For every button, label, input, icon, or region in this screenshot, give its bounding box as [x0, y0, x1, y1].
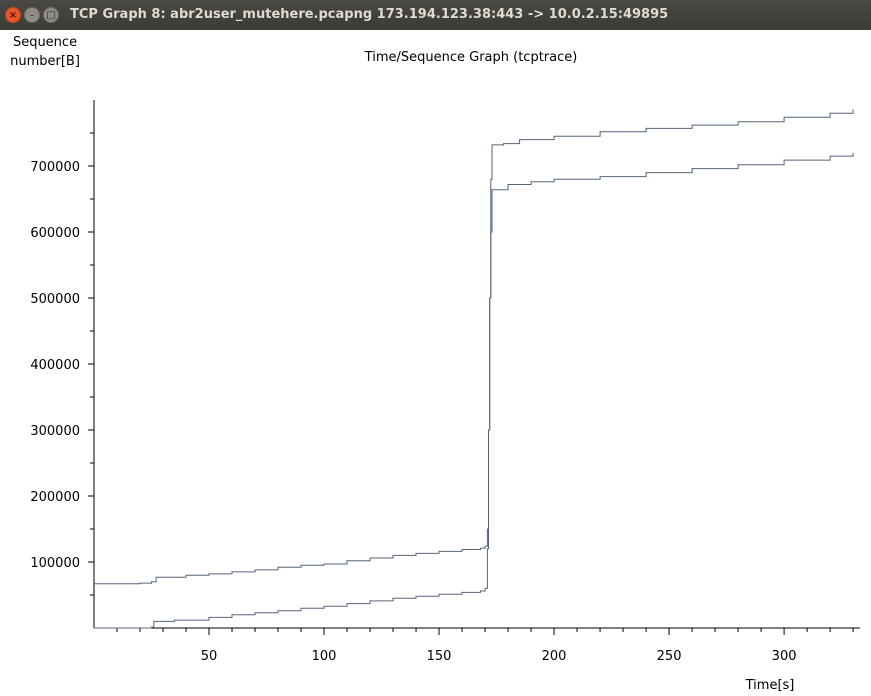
x-tick-label: 250 [657, 649, 682, 664]
chart-title: Time/Sequence Graph (tcptrace) [364, 50, 578, 65]
window-titlebar: × – □ TCP Graph 8: abr2user_mutehere.pca… [0, 0, 871, 30]
y-tick-label: 200000 [30, 490, 80, 505]
x-tick-label: 100 [312, 649, 337, 664]
series-line-1 [94, 109, 854, 585]
y-tick-label: 400000 [30, 358, 80, 373]
x-tick-label: 300 [772, 649, 797, 664]
x-axis-label: Time[s] [745, 678, 795, 692]
y-tick-label: 700000 [30, 160, 80, 175]
maximize-icon[interactable]: □ [43, 7, 59, 23]
minimize-icon[interactable]: – [24, 7, 40, 23]
x-tick-label: 200 [542, 649, 567, 664]
x-tick-label: 50 [201, 649, 218, 664]
y-axis-label-line2: number[B] [10, 54, 80, 69]
y-axis-ticks: 100000 200000 300000 400000 500000 600000 7000… [30, 132, 94, 596]
y-tick-label: 100000 [30, 556, 80, 571]
close-icon[interactable]: × [5, 7, 21, 23]
graph-area[interactable]: Sequence number[B] Time/Sequence Graph (… [0, 30, 871, 693]
window-title: TCP Graph 8: abr2user_mutehere.pcapng 17… [70, 7, 669, 22]
y-axis-label-line1: Sequence [13, 35, 77, 50]
y-tick-label: 500000 [30, 292, 80, 307]
tcp-sequence-chart[interactable]: Sequence number[B] Time/Sequence Graph (… [0, 30, 871, 693]
series-line-2 [94, 152, 854, 629]
y-tick-label: 600000 [30, 226, 80, 241]
x-axis-ticks: 50 100 150 200 250 300 [116, 628, 854, 664]
y-tick-label: 300000 [30, 424, 80, 439]
x-tick-label: 150 [427, 649, 452, 664]
series-group [94, 109, 854, 629]
